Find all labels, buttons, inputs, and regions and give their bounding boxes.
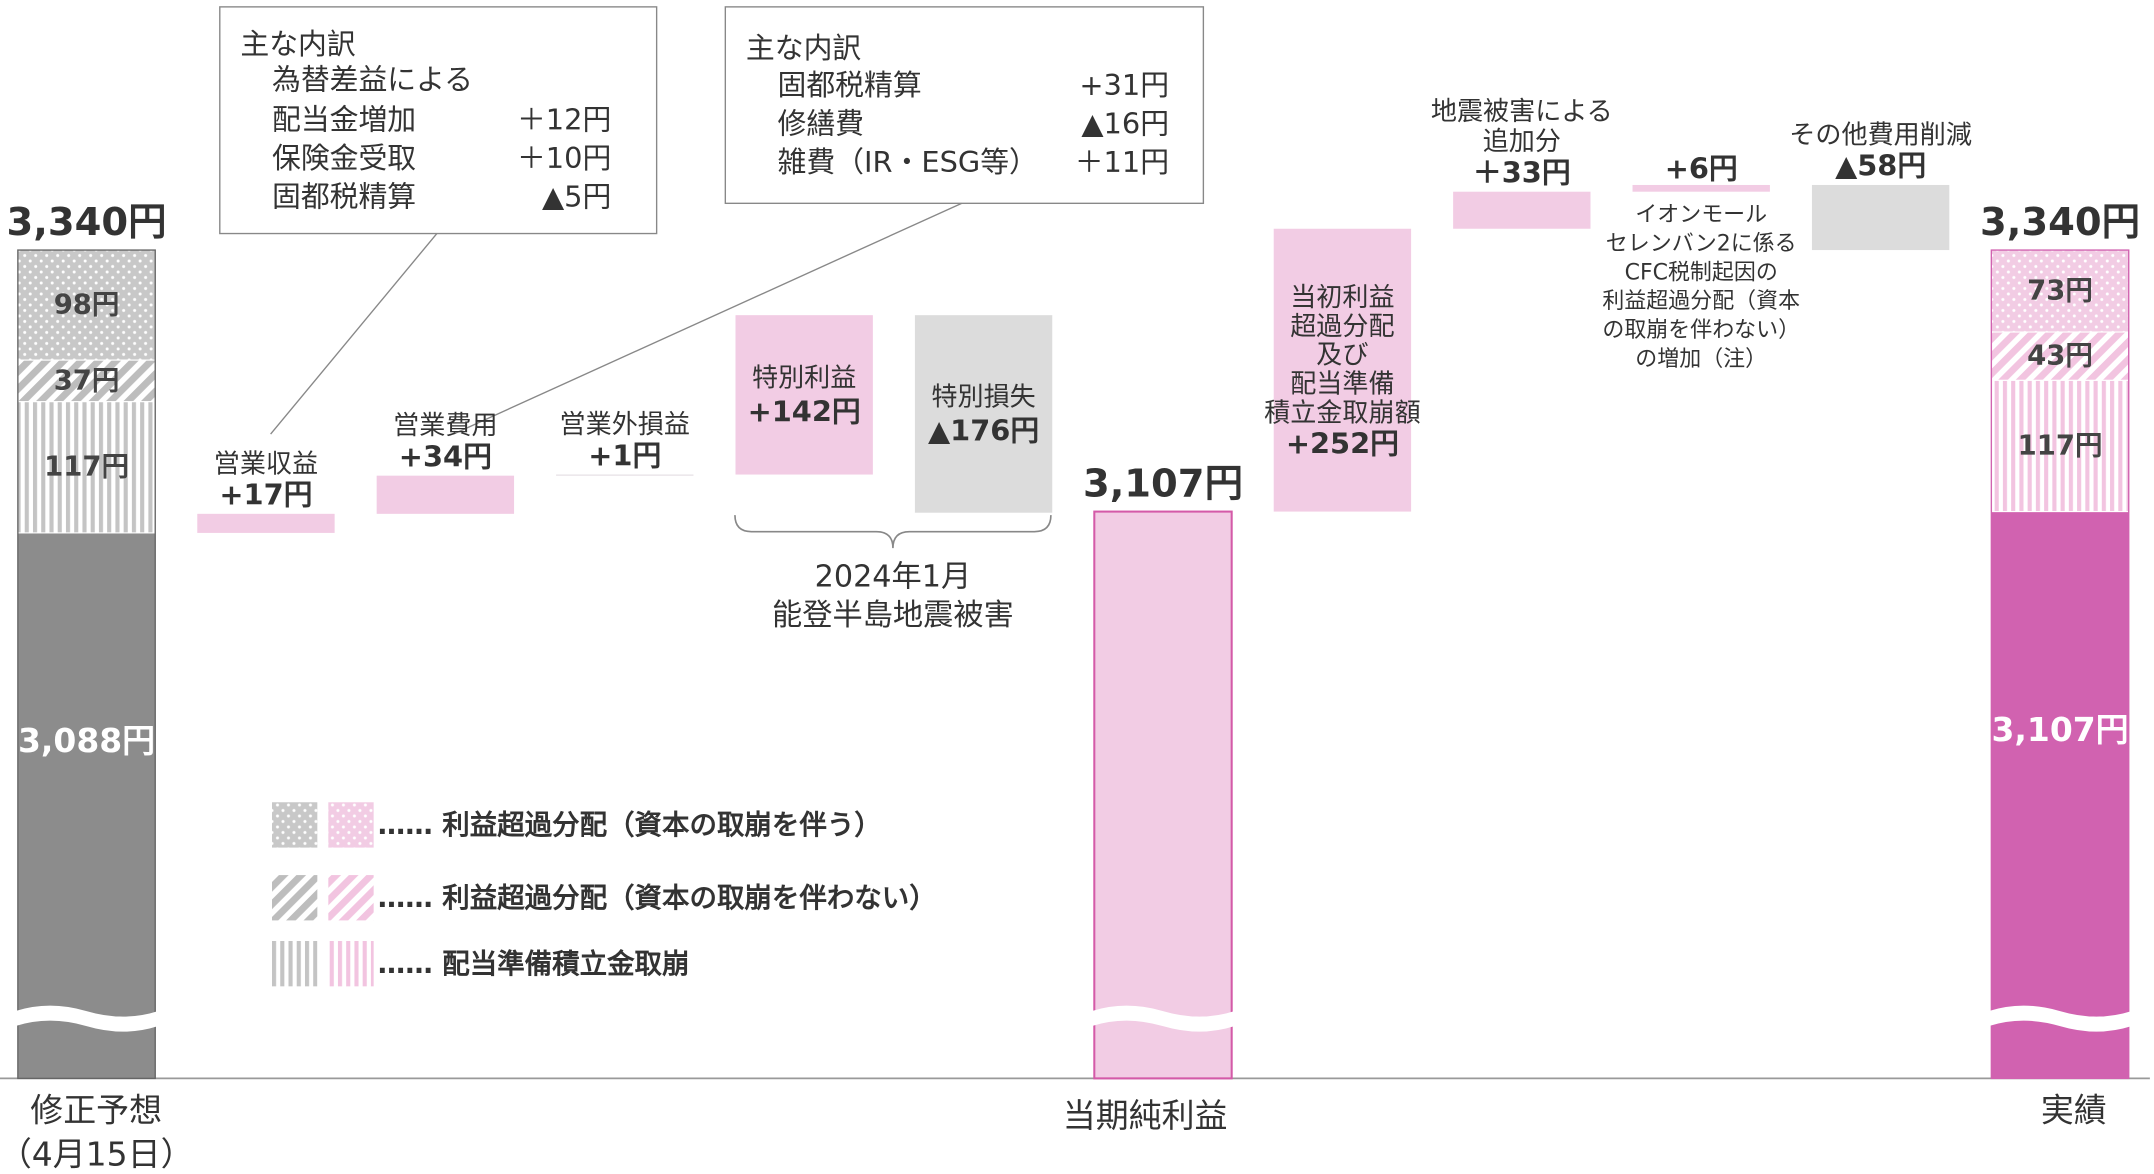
category-label: 実績	[2041, 1090, 2107, 1129]
segment-label: 117円	[2018, 430, 2103, 461]
brace	[734, 515, 1052, 549]
legend-swatch	[271, 875, 318, 921]
step-name: 営業費用	[393, 411, 497, 441]
callout-box	[219, 6, 658, 235]
axis-break	[15, 1005, 158, 1032]
callout-value: ＋12円	[517, 103, 611, 137]
step-name: 超過分配	[1290, 312, 1394, 342]
step-name: 追加分	[1483, 127, 1561, 157]
brace-label: 2024年1月	[815, 559, 972, 594]
leader-line	[270, 233, 438, 435]
legend-label: …… 配当準備積立金取崩	[378, 948, 690, 980]
step-name: 営業収益	[214, 449, 318, 479]
step-name: 当初利益	[1290, 283, 1394, 313]
legend-label: …… 利益超過分配（資本の取崩を伴わない）	[378, 883, 937, 914]
bar	[556, 474, 694, 476]
axis-break	[1988, 1005, 2132, 1032]
segment-label: 43円	[2027, 341, 2093, 372]
legend-swatch	[328, 941, 374, 987]
segment-label: 73円	[2027, 276, 2093, 307]
value-label: ＋33円	[1473, 155, 1571, 189]
step-name: イオンモール	[1635, 203, 1767, 228]
callout-line: 為替差益による	[272, 63, 473, 97]
bar	[735, 315, 873, 475]
bar	[376, 475, 515, 514]
step-name: セレンバン2に係る	[1606, 232, 1797, 257]
category-label: （4月15日）	[0, 1134, 194, 1173]
bar	[914, 315, 1053, 513]
value-label: +34円	[399, 439, 492, 473]
callout-text: 主な内訳 為替差益による 配当金増加 ＋12円 保険金受取 ＋10円 固都税精算…	[240, 27, 1169, 213]
segment-label: 98円	[54, 290, 120, 321]
bar-outline	[17, 249, 156, 1080]
value-label: +1円	[588, 438, 661, 472]
step-name: の増加（注）	[1635, 347, 1767, 372]
bar-segment	[17, 532, 156, 1079]
callout-value: ▲5円	[542, 179, 611, 213]
legend-swatch	[328, 875, 374, 921]
legend-swatch	[271, 802, 318, 848]
brace-label: 能登半島地震被害	[772, 598, 1014, 633]
callout-value: ＋11円	[1075, 145, 1169, 179]
bar-segment	[1991, 511, 2129, 1079]
step-name: の取崩を伴わない）	[1602, 318, 1800, 343]
category-label: 当期純利益	[1063, 1096, 1228, 1135]
segment-label: 37円	[54, 365, 120, 396]
value-label: +6円	[1665, 151, 1738, 185]
bar-outline	[1990, 249, 2130, 1080]
value-label: +17円	[219, 478, 312, 512]
callout-line: 修繕費	[778, 107, 865, 141]
step-name: 特別利益	[752, 363, 856, 393]
bar-segment	[17, 359, 156, 403]
callout-value: +31円	[1079, 68, 1169, 102]
callout-value: ▲16円	[1081, 107, 1169, 141]
step-name: 地震被害による	[1431, 97, 1613, 127]
callout-line: 配当金増加	[272, 103, 416, 137]
bar	[1273, 228, 1412, 512]
bar-segment	[1990, 249, 2130, 333]
legend-swatch	[328, 802, 374, 848]
step-name: 特別損失	[931, 382, 1035, 412]
step-name: 営業外損益	[560, 410, 690, 440]
step-name: 及び	[1316, 341, 1368, 371]
callout-title: 主な内訳	[746, 31, 861, 65]
segment-label: 3,088円	[18, 721, 155, 760]
callout-line: 固都税精算	[778, 68, 922, 102]
callout-line: 保険金受取	[272, 141, 416, 175]
bar	[1093, 510, 1233, 1080]
total-label: 3,107円	[1083, 462, 1243, 507]
legend-label: …… 利益超過分配（資本の取崩を伴う）	[378, 810, 882, 841]
segment-label: 3,107円	[1991, 710, 2128, 749]
total-label: 3,340円	[6, 200, 166, 245]
bar-segment	[17, 249, 156, 361]
bar	[1453, 191, 1591, 229]
bar	[197, 513, 335, 533]
callout-box	[724, 6, 1205, 205]
step-name: 積立金取崩額	[1264, 398, 1421, 428]
leader-line	[453, 202, 962, 435]
step-name: CFC税制起因の	[1625, 260, 1778, 285]
segment-label: 117円	[44, 452, 129, 483]
total-label: 3,340円	[1980, 200, 2140, 245]
step-name: 配当準備	[1290, 370, 1394, 400]
value-label: +252円	[1286, 427, 1399, 461]
step-name: その他費用削減	[1789, 121, 1972, 151]
bar	[1632, 184, 1770, 192]
legend-swatch	[271, 941, 318, 987]
value-label: +142円	[748, 394, 861, 428]
value-label: ▲176円	[928, 413, 1039, 447]
step-name: 利益超過分配（資本	[1602, 289, 1800, 314]
callout-line: 雑費（IR・ESG等）	[778, 145, 1038, 179]
axis-break	[1091, 1005, 1235, 1032]
callout-line: 固都税精算	[272, 179, 416, 213]
value-label: ▲58円	[1835, 149, 1926, 183]
callout-value: ＋10円	[517, 141, 611, 175]
bar	[1811, 184, 1950, 251]
callout-title: 主な内訳	[240, 27, 355, 61]
category-label: 修正予想	[30, 1090, 162, 1129]
bar-segment	[17, 401, 156, 534]
